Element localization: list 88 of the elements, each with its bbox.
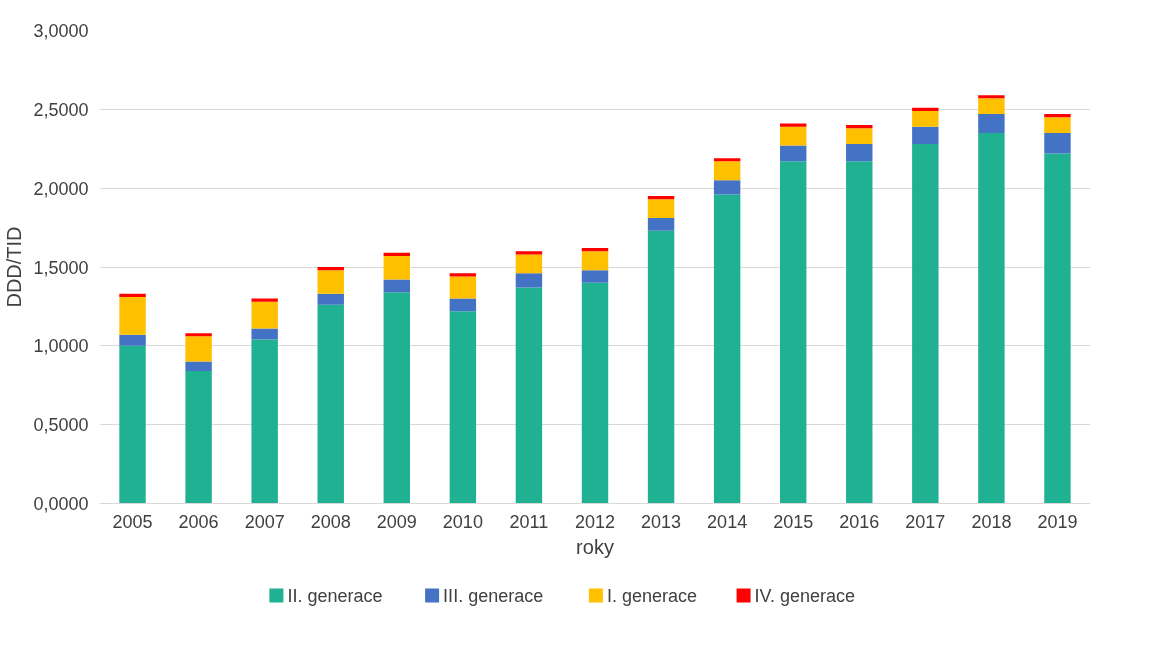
bar xyxy=(449,298,477,312)
bar xyxy=(515,273,543,288)
x-tick-label: 2019 xyxy=(1037,511,1078,532)
bar xyxy=(383,292,411,504)
x-tick-label: 2008 xyxy=(310,511,351,532)
bar xyxy=(581,248,609,252)
bar xyxy=(978,132,1005,504)
bar xyxy=(713,158,741,162)
bar xyxy=(846,125,873,129)
x-tick-label: 2005 xyxy=(112,511,153,532)
bar xyxy=(515,251,543,255)
x-tick-label: 2014 xyxy=(707,511,748,532)
legend-label: I. generace xyxy=(606,585,697,606)
y-tick-label: 3,0000 xyxy=(33,21,89,41)
y-tick-label: 1,0000 xyxy=(33,336,89,357)
x-tick-label: 2010 xyxy=(442,511,483,532)
bar xyxy=(383,255,411,280)
bar xyxy=(317,304,344,504)
bar xyxy=(779,145,807,162)
x-axis-title: roky xyxy=(576,535,614,558)
bar xyxy=(119,293,146,297)
x-tick-label: 2012 xyxy=(574,511,616,532)
bar xyxy=(912,110,939,127)
y-tick-label: 2,5000 xyxy=(33,99,89,120)
bar xyxy=(581,270,609,283)
bar xyxy=(978,98,1005,115)
bar xyxy=(383,279,411,293)
legend-label: II. generace xyxy=(287,585,383,606)
x-tick-label: 2006 xyxy=(178,511,219,532)
bar xyxy=(119,296,146,335)
bar xyxy=(449,311,477,504)
bar xyxy=(779,126,807,146)
bar xyxy=(449,273,477,277)
bar xyxy=(383,252,411,256)
bar xyxy=(1044,117,1071,133)
bar xyxy=(185,371,212,504)
bar xyxy=(978,95,1005,99)
bar xyxy=(317,267,344,271)
bar xyxy=(1044,114,1071,118)
bar xyxy=(317,293,344,305)
bar xyxy=(846,161,873,504)
y-axis-title: DDD/TID xyxy=(3,226,26,308)
bar xyxy=(1044,153,1071,504)
bar xyxy=(185,361,212,372)
y-tick-label: 1,5000 xyxy=(33,257,89,278)
bar xyxy=(912,107,939,111)
x-tick-label: 2015 xyxy=(773,511,814,532)
bar xyxy=(251,301,278,329)
bar xyxy=(779,123,807,127)
y-tick-label: 2,0000 xyxy=(33,178,89,199)
x-tick-label: 2011 xyxy=(509,511,549,532)
bar xyxy=(251,298,278,302)
bar xyxy=(912,126,939,145)
bar xyxy=(581,282,609,504)
x-tick-label: 2009 xyxy=(376,511,417,532)
bar xyxy=(647,199,675,219)
bar xyxy=(251,339,278,504)
x-tick-label: 2018 xyxy=(971,511,1012,532)
legend-label: III. generace xyxy=(443,585,544,606)
bar xyxy=(251,328,278,340)
y-tick-label: 0,0000 xyxy=(33,494,89,514)
bar xyxy=(317,270,344,294)
bar xyxy=(647,218,675,231)
bar xyxy=(515,287,543,504)
bar xyxy=(846,144,873,162)
bar xyxy=(647,196,675,200)
bar xyxy=(185,333,212,337)
bar xyxy=(515,254,543,274)
x-tick-label: 2007 xyxy=(244,511,285,532)
bar xyxy=(846,128,873,145)
bar xyxy=(779,161,807,504)
bar xyxy=(978,114,1005,133)
x-tick-label: 2013 xyxy=(641,511,682,532)
bar xyxy=(581,251,609,271)
x-tick-label: 2017 xyxy=(905,511,946,532)
bar xyxy=(713,161,741,181)
bar xyxy=(119,334,146,346)
y-tick-label: 0,5000 xyxy=(33,415,89,436)
bar xyxy=(647,230,675,504)
bar xyxy=(1044,132,1071,154)
bar xyxy=(713,180,741,195)
bar xyxy=(449,276,477,299)
bar xyxy=(119,345,146,504)
bar xyxy=(185,336,212,362)
bar xyxy=(912,144,939,504)
x-tick-label: 2016 xyxy=(839,511,880,532)
legend-label: IV. generace xyxy=(754,585,856,606)
bar xyxy=(713,194,741,504)
